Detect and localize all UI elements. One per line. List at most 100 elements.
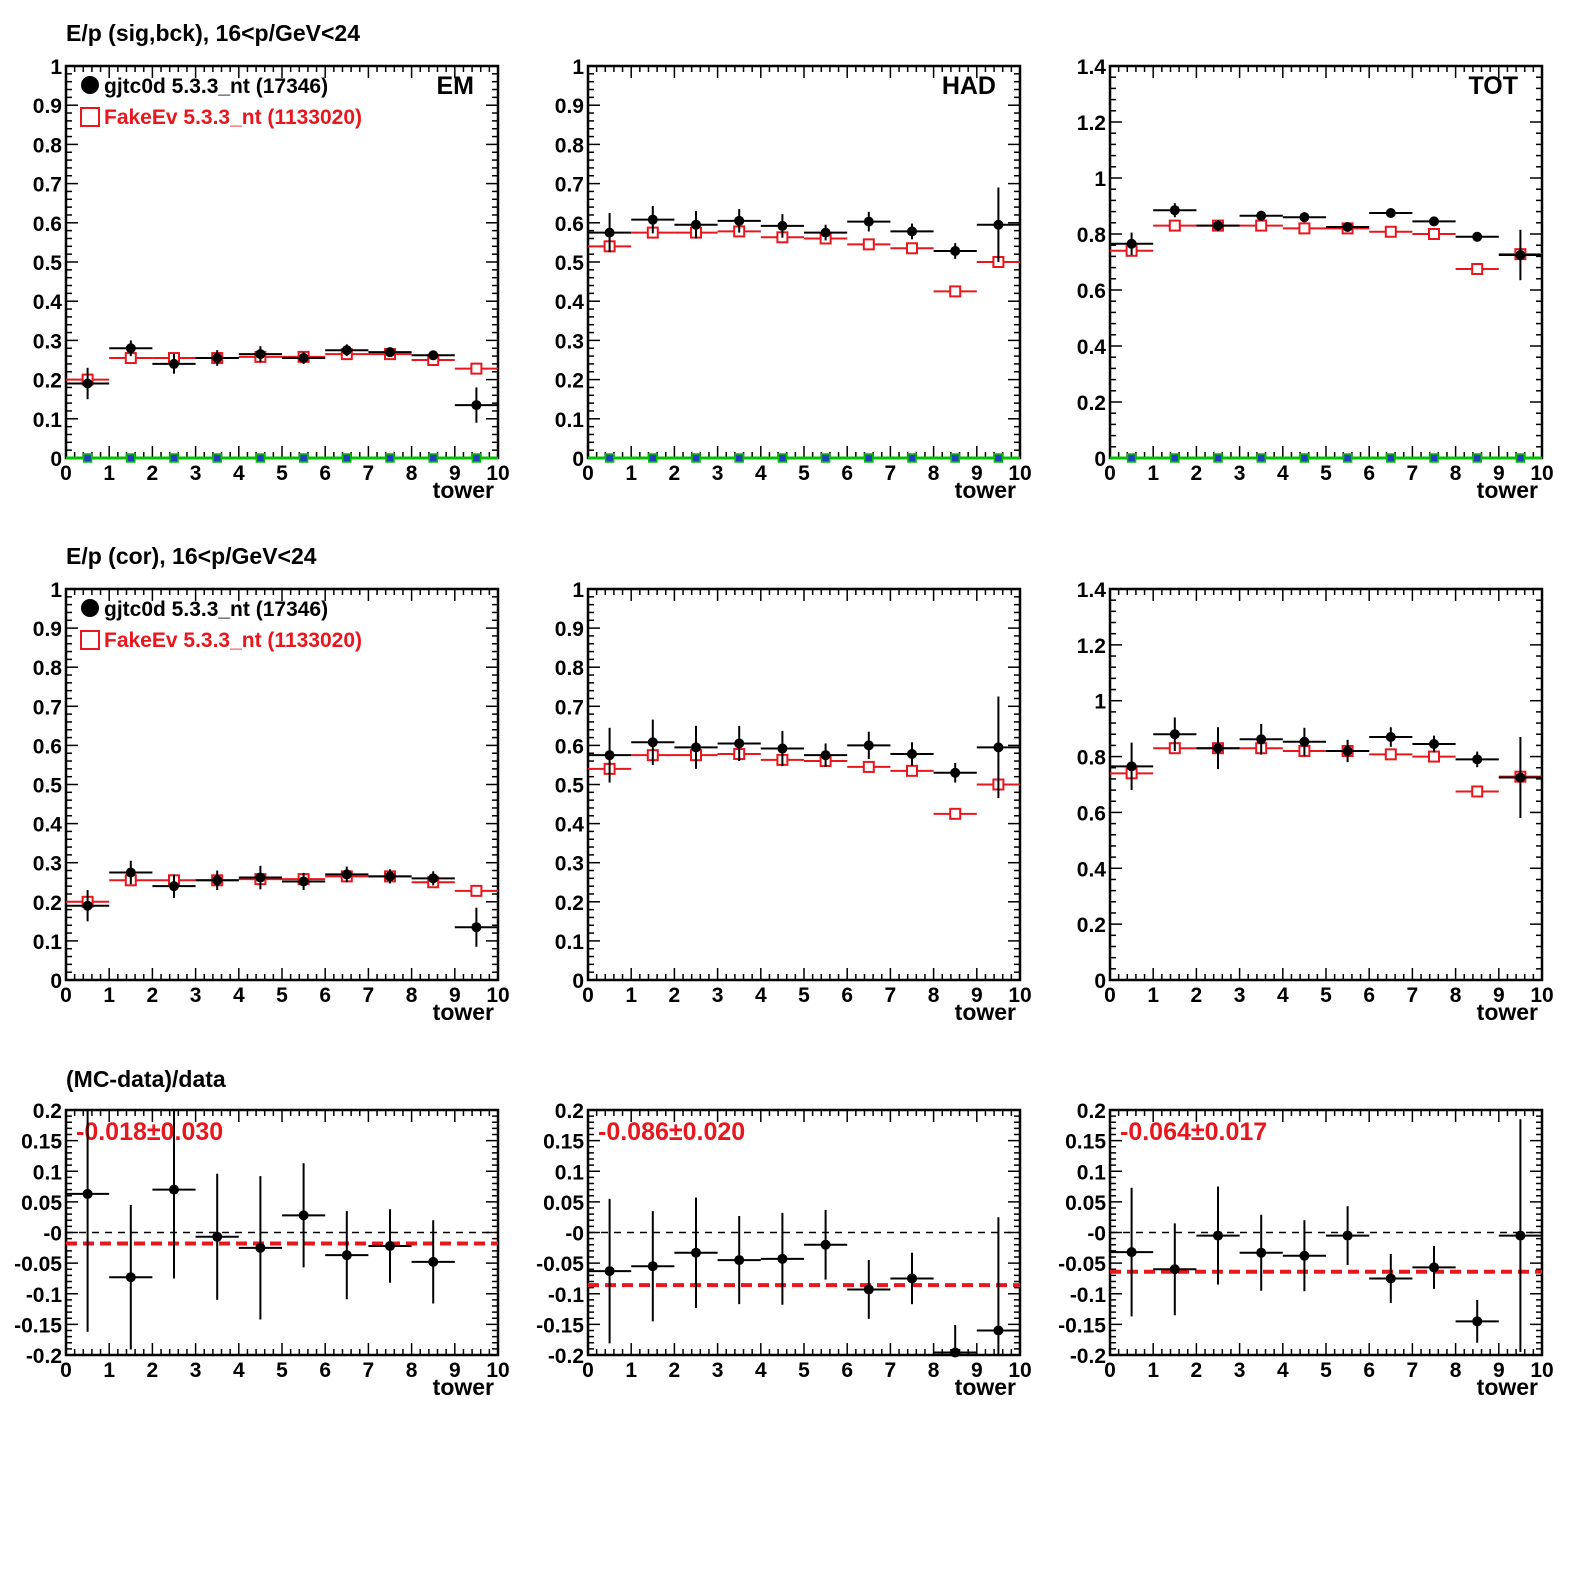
data-point bbox=[82, 378, 93, 389]
x-tick-label: 4 bbox=[233, 462, 245, 485]
data-point bbox=[777, 220, 788, 231]
plot-frame bbox=[1108, 587, 1544, 982]
y-tick-label: 0.3 bbox=[555, 330, 584, 353]
x-tick-label: 6 bbox=[319, 1359, 331, 1382]
zero-marker bbox=[1515, 453, 1526, 463]
x-tick-label: 2 bbox=[147, 1359, 159, 1382]
data-point-mc bbox=[1428, 750, 1440, 763]
data-point bbox=[691, 1247, 701, 1258]
y-tick-label: 0.4 bbox=[1077, 336, 1107, 359]
data-point bbox=[1256, 210, 1267, 221]
data-point bbox=[647, 214, 658, 225]
data-point bbox=[385, 871, 395, 882]
data-point bbox=[1515, 1230, 1526, 1241]
legend-data-label: gjtc0d 5.3.3_nt (17346) bbox=[104, 598, 328, 621]
y-tick-label: 0.1 bbox=[33, 1161, 63, 1184]
x-tick-label: 1 bbox=[625, 984, 637, 1007]
y-tick-label: -0 bbox=[43, 1223, 62, 1246]
y-tick-label: 0.05 bbox=[1065, 1192, 1106, 1215]
row-title-corrected: E/p (cor), 16<p/GeV<24 bbox=[66, 543, 317, 569]
data-point bbox=[820, 750, 831, 761]
y-tick-label: 0.15 bbox=[21, 1131, 62, 1154]
data-point-mc bbox=[862, 238, 875, 251]
y-tick-label: 0.2 bbox=[555, 1100, 584, 1123]
data-point bbox=[1385, 732, 1396, 743]
data-point bbox=[1256, 1247, 1267, 1258]
x-tick-label: 4 bbox=[1277, 1359, 1289, 1382]
data-point bbox=[950, 1347, 961, 1358]
x-axis-label: tower bbox=[433, 999, 494, 1025]
y-tick-label: -0.15 bbox=[1058, 1314, 1106, 1337]
y-tick-label: 0.4 bbox=[555, 291, 585, 314]
y-tick-label: 0.5 bbox=[33, 252, 63, 275]
data-point bbox=[734, 1255, 745, 1266]
data-point bbox=[1472, 231, 1483, 242]
x-tick-label: 6 bbox=[1363, 462, 1375, 485]
fit-result-label: -0.064±0.017 bbox=[1120, 1118, 1267, 1146]
data-point bbox=[1213, 743, 1223, 754]
panel-corner-label: EM bbox=[437, 72, 475, 100]
panel-r2c0: 0 1 2 3 4 5 6 7 8 9 10 -0.2 -0.15 -0.1 -0.05 -0 0.05 0.1 0… bbox=[14, 1100, 510, 1400]
x-tick-label: 3 bbox=[712, 984, 724, 1007]
y-tick-label: 0.3 bbox=[33, 330, 62, 353]
x-tick-label: 2 bbox=[1191, 984, 1203, 1007]
y-tick-label: -0.1 bbox=[1070, 1284, 1107, 1307]
data-point-mc bbox=[862, 760, 875, 773]
panel-r1c0: 0 1 2 3 4 5 6 7 8 9 10 0 0.1 0.2 0.3 0.4 0.5 0.6 0.7 0.8 0.9… bbox=[33, 579, 510, 1025]
x-axis-label: tower bbox=[955, 1374, 1016, 1400]
panel-r0c2: 0 1 2 3 4 5 6 7 8 9 10 0 0.2 0.4 0.6 0.8 1 1.2 1.4 tower TOT bbox=[1077, 56, 1554, 503]
y-tick-label: 1.2 bbox=[1077, 112, 1106, 135]
y-tick-label: 0.6 bbox=[555, 735, 584, 758]
zero-marker bbox=[342, 453, 352, 463]
data-point bbox=[428, 350, 439, 361]
data-point bbox=[993, 742, 1004, 753]
x-tick-label: 7 bbox=[1407, 462, 1419, 485]
y-tick-label: 0.7 bbox=[33, 696, 62, 719]
x-tick-label: 6 bbox=[1363, 1359, 1375, 1382]
zero-marker bbox=[1342, 453, 1353, 463]
data-point bbox=[212, 353, 223, 364]
y-tick-label: 0.6 bbox=[33, 735, 62, 758]
data-point bbox=[691, 742, 701, 753]
zero-marker bbox=[691, 453, 701, 463]
x-tick-label: 5 bbox=[1320, 984, 1332, 1007]
y-tick-label: 0.7 bbox=[33, 174, 62, 197]
panel-r1c1: 0 1 2 3 4 5 6 7 8 9 10 0 0.1 0.2 0.3 0.4 0.5 0.6 0.7 0.8 0.9… bbox=[555, 579, 1032, 1025]
panel-corner-label: TOT bbox=[1468, 72, 1518, 100]
x-tick-label: 5 bbox=[798, 462, 810, 485]
data-point bbox=[255, 349, 266, 360]
x-tick-label: 8 bbox=[406, 984, 418, 1007]
panel-corner-label: HAD bbox=[942, 72, 996, 100]
data-point bbox=[734, 738, 745, 749]
y-tick-label: -0.1 bbox=[548, 1284, 585, 1307]
zero-marker bbox=[1256, 453, 1266, 463]
y-tick-label: -0.2 bbox=[548, 1345, 584, 1368]
data-point bbox=[863, 216, 874, 227]
x-tick-label: 10 bbox=[1530, 1359, 1553, 1382]
legend-data-marker bbox=[81, 599, 99, 617]
data-point bbox=[1515, 250, 1526, 260]
legend-mc-label: FakeEv 5.3.3_nt (1133020) bbox=[104, 106, 362, 129]
plot-frame bbox=[586, 587, 1022, 982]
x-tick-label: 0 bbox=[60, 1359, 72, 1382]
data-point bbox=[1213, 220, 1223, 231]
x-tick-label: 4 bbox=[755, 1359, 767, 1382]
y-tick-label: 0.7 bbox=[555, 696, 584, 719]
data-point bbox=[1385, 1273, 1396, 1284]
x-tick-label: 9 bbox=[971, 984, 983, 1007]
y-tick-label: 0 bbox=[572, 448, 584, 471]
data-point bbox=[1472, 1316, 1483, 1327]
y-tick-label: 0.8 bbox=[1077, 224, 1107, 247]
y-tick-label: 0.1 bbox=[555, 409, 585, 432]
data-point bbox=[777, 743, 788, 754]
x-tick-label: 10 bbox=[486, 984, 509, 1007]
data-point bbox=[1169, 729, 1180, 740]
data-point-mc bbox=[906, 764, 918, 777]
y-tick-label: 0.1 bbox=[555, 1161, 585, 1184]
x-tick-label: 7 bbox=[1407, 984, 1419, 1007]
y-tick-label: 1 bbox=[50, 579, 62, 602]
y-tick-label: 0.5 bbox=[555, 252, 585, 275]
data-point bbox=[385, 347, 395, 358]
x-tick-label: 9 bbox=[971, 1359, 983, 1382]
y-tick-label: -0.2 bbox=[26, 1345, 62, 1368]
